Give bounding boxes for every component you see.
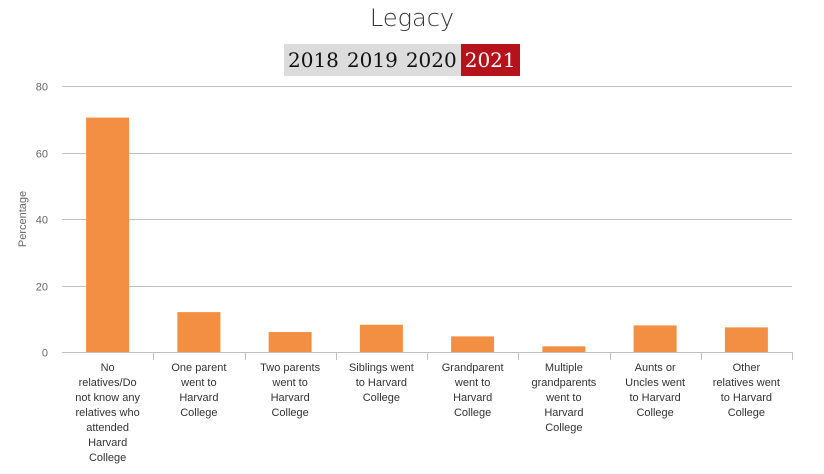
y-tick-label: 80 bbox=[36, 82, 48, 94]
bar bbox=[633, 325, 677, 352]
y-tick-label: 0 bbox=[42, 348, 48, 360]
bar bbox=[268, 332, 312, 352]
category-label: Aunts or Uncles went to Harvard College bbox=[625, 362, 685, 419]
category-label: Grandparent went to Harvard College bbox=[442, 362, 504, 419]
category-label: One parent went to Harvard College bbox=[171, 362, 226, 419]
category-label: No relatives/Do not know any relatives who a… bbox=[75, 362, 140, 464]
category-label: Two parents went to Harvard College bbox=[260, 362, 320, 419]
y-axis-title: Percentage bbox=[17, 191, 29, 247]
year-tab-2020[interactable]: 2020 bbox=[401, 44, 461, 76]
year-selector: 2018 2019 2020 2021 bbox=[284, 44, 520, 76]
y-tick-label: 60 bbox=[36, 149, 48, 161]
bar bbox=[359, 324, 403, 352]
category-label: Other relatives went to Harvard College bbox=[713, 362, 780, 419]
y-tick-label: 40 bbox=[36, 215, 48, 227]
category-label: Multiple grandparents went to Harvard Colleg… bbox=[531, 362, 596, 434]
bar bbox=[177, 312, 221, 352]
category-label: Siblings went to Harvard College bbox=[349, 362, 414, 404]
year-tab-2021[interactable]: 2021 bbox=[460, 44, 520, 76]
bar bbox=[451, 336, 495, 352]
chart-title: Legacy bbox=[369, 4, 455, 32]
bar bbox=[724, 327, 768, 352]
bar bbox=[542, 346, 586, 352]
year-tab-2019[interactable]: 2019 bbox=[342, 44, 402, 76]
year-tab-2018[interactable]: 2018 bbox=[284, 44, 343, 76]
y-tick-label: 20 bbox=[36, 282, 48, 294]
bar bbox=[86, 117, 130, 353]
